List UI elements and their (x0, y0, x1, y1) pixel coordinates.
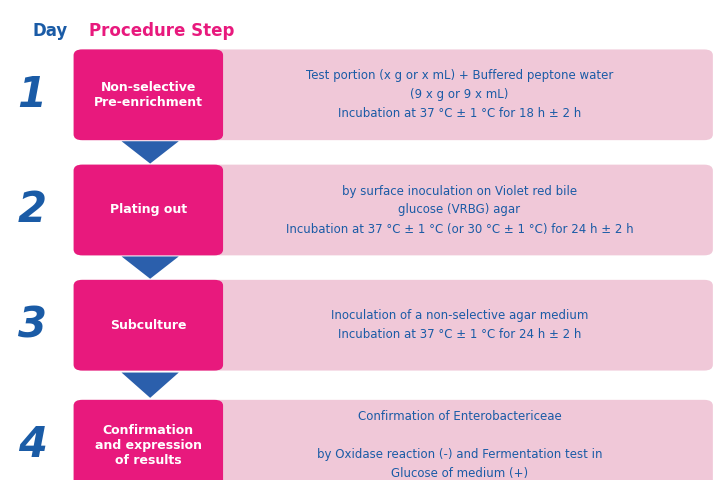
FancyBboxPatch shape (74, 280, 713, 371)
Text: 1: 1 (18, 74, 46, 116)
FancyBboxPatch shape (74, 165, 223, 255)
FancyBboxPatch shape (74, 280, 223, 371)
FancyBboxPatch shape (74, 165, 713, 255)
Text: 3: 3 (18, 304, 46, 346)
Polygon shape (122, 372, 179, 398)
Text: Confirmation
and expression
of results: Confirmation and expression of results (95, 424, 202, 467)
Text: Test portion (x g or x mL) + Buffered peptone water
(9 x g or 9 x mL)
Incubation: Test portion (x g or x mL) + Buffered pe… (306, 69, 613, 120)
Text: Plating out: Plating out (110, 204, 187, 216)
Text: by surface inoculation on Violet red bile
glucose (VRBG) agar
Incubation at 37 °: by surface inoculation on Violet red bil… (285, 184, 633, 236)
Text: Day: Day (32, 22, 67, 40)
Text: 2: 2 (18, 189, 46, 231)
Text: Confirmation of Enterobactericeae

by Oxidase reaction (-) and Fermentation test: Confirmation of Enterobactericeae by Oxi… (317, 410, 602, 480)
Polygon shape (122, 256, 179, 279)
Text: Subculture: Subculture (110, 319, 187, 332)
FancyBboxPatch shape (74, 400, 223, 480)
Text: 4: 4 (18, 424, 46, 466)
FancyBboxPatch shape (74, 400, 713, 480)
Text: Non-selective
Pre-enrichment: Non-selective Pre-enrichment (94, 81, 203, 109)
Text: Inoculation of a non-selective agar medium
Incubation at 37 °C ± 1 °C for 24 h ±: Inoculation of a non-selective agar medi… (331, 309, 588, 341)
Polygon shape (122, 141, 179, 164)
FancyBboxPatch shape (74, 49, 713, 140)
FancyBboxPatch shape (74, 49, 223, 140)
Text: Procedure Step: Procedure Step (89, 22, 235, 40)
